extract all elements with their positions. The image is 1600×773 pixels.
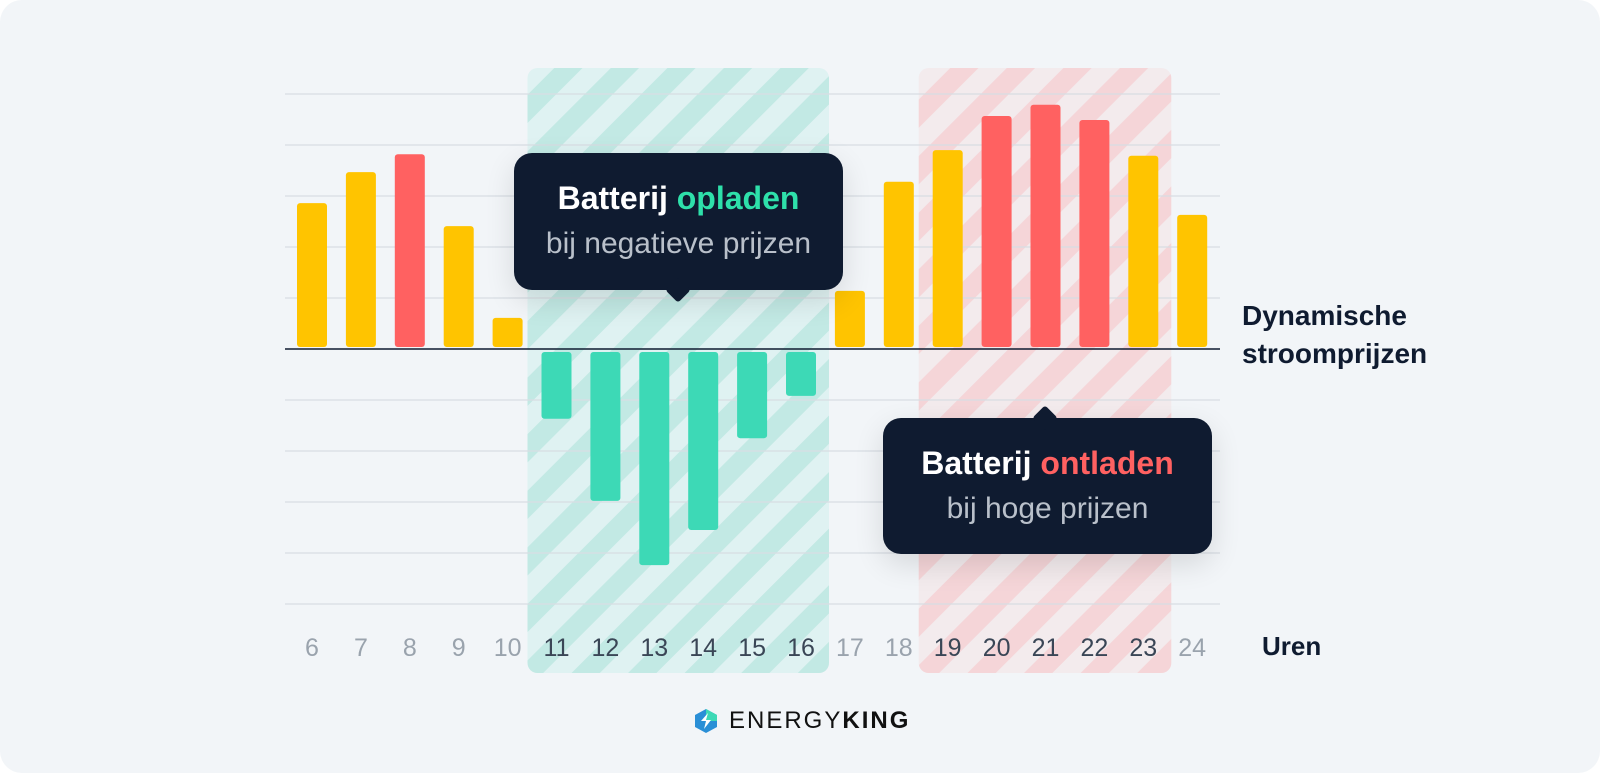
brand-logo: ENERGYKING bbox=[693, 707, 910, 735]
x-tick-label: 24 bbox=[1178, 634, 1206, 662]
bar-19 bbox=[932, 150, 963, 347]
annotation-accent: opladen bbox=[676, 180, 800, 216]
energyking-logo-icon bbox=[695, 709, 717, 733]
bar-12 bbox=[590, 352, 621, 501]
x-tick-label: 11 bbox=[544, 634, 570, 662]
x-tick-label: 9 bbox=[452, 634, 466, 662]
bar-10 bbox=[492, 317, 523, 347]
y-label-line: stroomprijzen bbox=[1242, 338, 1428, 369]
brand-name-bold: KING bbox=[842, 707, 911, 734]
bar-11 bbox=[541, 352, 572, 419]
x-tick-label: 14 bbox=[689, 634, 717, 662]
bar-7 bbox=[345, 172, 376, 347]
x-tick-label: 16 bbox=[787, 634, 815, 662]
annotation-accent: ontladen bbox=[1040, 445, 1174, 481]
discharge-annotation: Batterij ontladen bij hoge prijzen bbox=[883, 405, 1212, 554]
bar-8 bbox=[394, 154, 425, 347]
y-axis-label: Dynamische stroomprijzen bbox=[1242, 297, 1427, 373]
x-tick-label: 22 bbox=[1080, 634, 1108, 662]
annotation-title: Batterij bbox=[557, 180, 668, 216]
bar-9 bbox=[443, 226, 474, 347]
bar-23 bbox=[1128, 155, 1159, 347]
bar-22 bbox=[1079, 120, 1110, 347]
x-tick-label: 10 bbox=[494, 634, 522, 662]
x-tick-label: 6 bbox=[305, 634, 319, 662]
x-tick-label: 8 bbox=[403, 634, 417, 662]
bar-24 bbox=[1177, 214, 1208, 347]
x-tick-label: 19 bbox=[934, 634, 962, 662]
x-tick-label: 15 bbox=[738, 634, 766, 662]
bar-6 bbox=[297, 203, 327, 347]
bar-14 bbox=[688, 352, 719, 530]
x-tick-label: 20 bbox=[983, 634, 1011, 662]
bar-15 bbox=[737, 352, 768, 439]
x-tick-label: 7 bbox=[354, 634, 368, 662]
x-tick-label: 23 bbox=[1129, 634, 1157, 662]
bar-21 bbox=[1030, 104, 1061, 347]
x-tick-label: 12 bbox=[591, 634, 619, 662]
x-tick-label: 17 bbox=[836, 634, 864, 662]
annotation-subtitle: bij negatieve prijzen bbox=[545, 227, 812, 260]
annotation-subtitle: bij hoge prijzen bbox=[946, 492, 1149, 525]
bar-20 bbox=[981, 115, 1012, 347]
bar-17 bbox=[834, 290, 865, 347]
x-tick-label: 21 bbox=[1032, 634, 1060, 662]
annotation-title: Batterij bbox=[921, 445, 1032, 481]
y-label-line: Dynamische bbox=[1242, 300, 1407, 331]
bar-16 bbox=[786, 352, 816, 396]
x-axis-label: Uren bbox=[1262, 631, 1322, 661]
x-tick-label: 13 bbox=[640, 634, 668, 662]
charge-annotation: Batterij opladen bij negatieve prijzen bbox=[514, 153, 843, 303]
x-tick-label: 18 bbox=[885, 634, 913, 662]
bar-13 bbox=[639, 352, 670, 566]
bar-18 bbox=[883, 181, 914, 347]
brand-name-light: ENERGY bbox=[729, 707, 843, 734]
